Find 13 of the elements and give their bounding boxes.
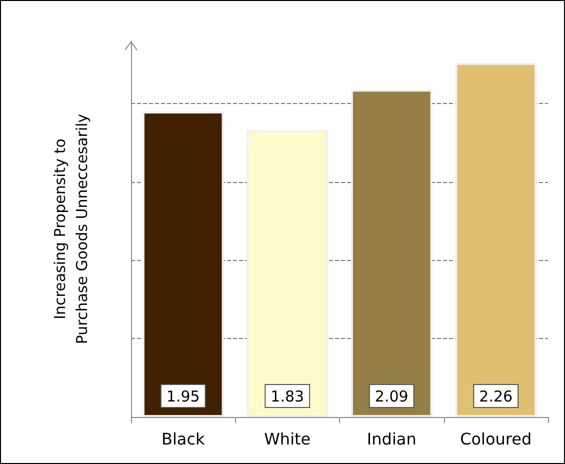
bar — [142, 112, 224, 417]
x-tick-label: Indian — [366, 430, 416, 448]
data-label: 2.09 — [374, 388, 408, 406]
bar — [350, 90, 432, 417]
data-label: 1.95 — [166, 388, 200, 406]
data-label: 1.83 — [270, 388, 304, 406]
data-label: 2.26 — [479, 388, 513, 406]
y-axis-title: Increasing Propensity to Purchase Goods Unneccesarily — [51, 114, 91, 344]
x-tick-label: Black — [161, 430, 206, 448]
x-tick-label: White — [264, 430, 311, 448]
x-tick-label: Coloured — [460, 430, 532, 448]
bar — [455, 62, 537, 417]
bar — [246, 130, 328, 417]
